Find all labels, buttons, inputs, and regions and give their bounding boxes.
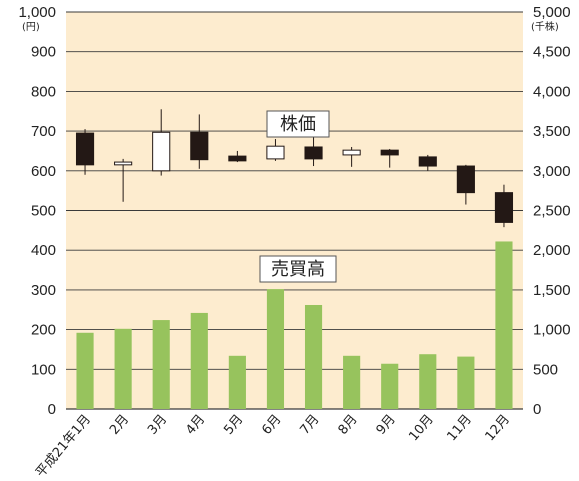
left-tick-label: 600	[31, 163, 56, 180]
volume-bar	[266, 289, 285, 409]
candle-body-down	[228, 155, 247, 162]
left-tick-label: 200	[31, 322, 56, 339]
x-tick-label: 平成21年1月	[33, 412, 94, 480]
candle-body-down	[494, 192, 514, 223]
x-tick-label: 12月	[483, 412, 513, 444]
right-tick-label: 0	[533, 401, 541, 418]
x-tick-label: 5月	[221, 412, 246, 438]
x-tick-label: 8月	[336, 412, 361, 438]
volume-bar	[76, 332, 94, 409]
price-label-box	[266, 110, 330, 138]
volume-bar	[152, 320, 170, 409]
volume-bar	[343, 355, 361, 409]
left-tick-label: 1,000	[18, 4, 56, 21]
right-tick-label: 1,500	[533, 282, 571, 299]
right-tick-label: 2,500	[533, 203, 571, 220]
x-tick-label: 9月	[374, 412, 399, 438]
left-axis-ticks: 0 100 200 300 400 500 600 700 800 900 1,000	[18, 4, 56, 418]
volume-bar	[495, 241, 513, 409]
left-tick-label: 100	[31, 361, 56, 378]
left-tick-label: 900	[31, 44, 56, 61]
left-tick-label: 300	[31, 282, 56, 299]
volume-bar	[457, 356, 475, 409]
candle-body-up	[342, 149, 361, 156]
left-tick-label: 800	[31, 83, 56, 100]
volume-label-box	[259, 255, 337, 283]
candle-body-down	[190, 131, 209, 161]
right-tick-label: 4,000	[533, 83, 571, 100]
volume-bar	[190, 312, 208, 409]
candle-body-down	[304, 146, 323, 160]
right-tick-label: 3,000	[533, 163, 571, 180]
x-tick-label: 2月	[107, 412, 132, 438]
right-axis-ticks: 0 500 1,000 1,500 2,000 2,500 3,000 3,500 4,000 4…	[533, 4, 571, 418]
x-tick-label: 7月	[297, 412, 322, 438]
right-tick-label: 4,500	[533, 44, 571, 61]
left-tick-label: 500	[31, 203, 56, 220]
candle-body-up	[114, 161, 133, 166]
right-tick-label: 500	[533, 361, 558, 378]
left-tick-label: 700	[31, 123, 56, 140]
right-tick-label: 2,000	[533, 242, 571, 259]
candle-body-down	[456, 165, 475, 194]
price-candles	[75, 109, 514, 228]
x-tick-label: 6月	[259, 412, 284, 438]
left-axis-unit: (円)	[22, 22, 40, 33]
candle-body-down	[380, 149, 399, 156]
volume-series-label: 売買高	[259, 255, 337, 283]
volume-bar	[419, 354, 437, 409]
right-tick-label: 5,000	[533, 4, 571, 21]
price-series-label: 株価	[266, 110, 330, 138]
candle-body-down	[75, 132, 95, 166]
right-tick-label: 1,000	[533, 322, 571, 339]
price-series-label-text: 株価	[280, 114, 316, 135]
gridlines	[66, 11, 523, 410]
x-axis-labels: 平成21年1月 2月 3月 4月 5月 6月 7月 8月 9月 10月 11月 12月	[33, 412, 513, 480]
volume-bar	[114, 328, 132, 409]
right-axis-unit: (千株)	[531, 20, 559, 33]
volume-bars	[76, 241, 513, 409]
x-tick-label: 11月	[444, 412, 474, 444]
volume-bar	[304, 304, 323, 409]
x-tick-label: 3月	[145, 412, 170, 438]
right-tick-label: 3,500	[533, 123, 571, 140]
candle-body-up	[266, 145, 285, 160]
volume-series-label-text: 売買高	[271, 259, 325, 280]
volume-bar	[381, 363, 399, 409]
candle-body-up	[152, 131, 171, 172]
left-tick-label: 0	[48, 401, 56, 418]
candle-body-down	[418, 156, 437, 167]
volume-bar	[228, 355, 246, 409]
x-tick-label: 4月	[183, 412, 208, 438]
x-tick-label: 10月	[406, 412, 436, 444]
left-tick-label: 400	[31, 242, 56, 259]
